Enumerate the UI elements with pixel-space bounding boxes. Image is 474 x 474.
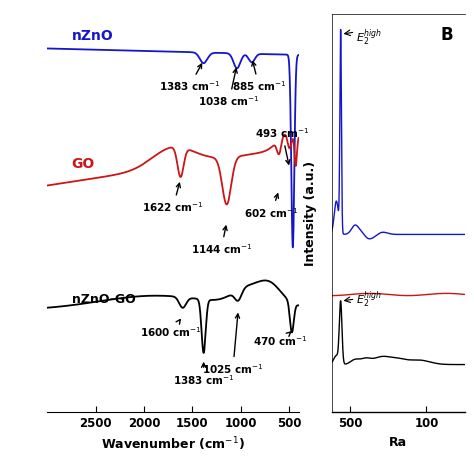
Text: 1025 cm$^{-1}$: 1025 cm$^{-1}$ [202,314,264,376]
Text: 1600 cm$^{-1}$: 1600 cm$^{-1}$ [140,319,202,339]
Text: nZnO-GO: nZnO-GO [72,293,135,306]
Text: nZnO: nZnO [72,29,113,43]
Text: 1038 cm$^{-1}$: 1038 cm$^{-1}$ [198,69,260,108]
Text: 602 cm$^{-1}$: 602 cm$^{-1}$ [245,194,299,219]
Text: $E_2^{high}$: $E_2^{high}$ [356,27,383,48]
Text: 493 cm$^{-1}$: 493 cm$^{-1}$ [255,127,310,164]
Text: B: B [441,26,453,44]
Text: Intensity (a.u.): Intensity (a.u.) [304,161,317,266]
X-axis label: Wavenumber (cm$^{-1}$): Wavenumber (cm$^{-1}$) [101,436,245,454]
Text: GO: GO [72,157,95,171]
Text: $E_2^{high}$: $E_2^{high}$ [356,289,383,310]
Text: 885 cm$^{-1}$: 885 cm$^{-1}$ [232,62,286,93]
X-axis label: Ra: Ra [389,436,407,449]
Text: 1383 cm$^{-1}$: 1383 cm$^{-1}$ [159,64,220,93]
Text: 1383 cm$^{-1}$: 1383 cm$^{-1}$ [173,363,235,387]
Text: 470 cm$^{-1}$: 470 cm$^{-1}$ [253,331,308,348]
Text: 1622 cm$^{-1}$: 1622 cm$^{-1}$ [142,183,204,214]
Text: 1144 cm$^{-1}$: 1144 cm$^{-1}$ [191,226,252,256]
